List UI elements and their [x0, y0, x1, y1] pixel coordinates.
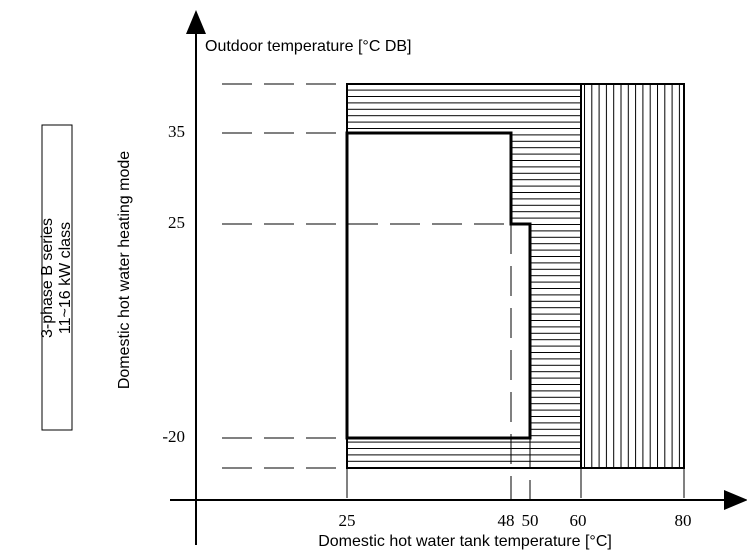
- x-tick-label: 48: [498, 511, 515, 530]
- info-box: [41, 124, 73, 431]
- operating-range: [345, 131, 532, 440]
- x-tick-label: 80: [675, 511, 692, 530]
- x-axis-title: Domestic hot water tank temperature [°C]: [318, 533, 612, 550]
- y-tick-label: -20: [162, 427, 185, 446]
- guide-lines: [222, 83, 685, 500]
- vertical-hatch-region: [580, 83, 685, 469]
- side-label: Domestic hot water heating mode: [116, 151, 133, 389]
- info-box-line: 11~16 kW class: [57, 222, 74, 334]
- y-axis-title: Outdoor temperature [°C DB]: [205, 38, 411, 55]
- y-tick-label: 35: [168, 122, 185, 141]
- y-tick-label: 25: [168, 213, 185, 232]
- x-tick-label: 60: [570, 511, 587, 530]
- x-tick-label: 25: [339, 511, 356, 530]
- x-tick-label: 50: [522, 511, 539, 530]
- info-box-line: 3-phase B series: [39, 218, 56, 338]
